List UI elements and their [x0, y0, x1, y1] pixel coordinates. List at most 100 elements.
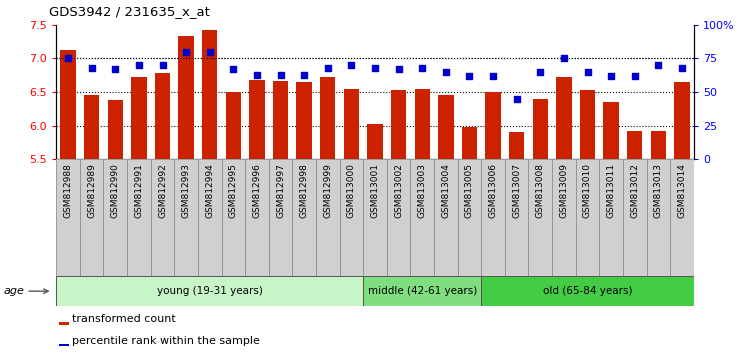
Bar: [292, 159, 316, 276]
Bar: [127, 159, 151, 276]
Bar: [296, 82, 312, 159]
Text: GSM813002: GSM813002: [394, 163, 403, 218]
Text: transformed count: transformed count: [72, 314, 176, 325]
Point: [676, 65, 688, 71]
Point: [581, 69, 593, 75]
Bar: [226, 92, 241, 159]
Bar: [178, 36, 194, 159]
Bar: [151, 159, 174, 276]
Bar: [340, 159, 363, 276]
Bar: [344, 89, 359, 159]
Text: GDS3942 / 231635_x_at: GDS3942 / 231635_x_at: [49, 5, 209, 18]
Text: GSM813003: GSM813003: [418, 163, 427, 218]
Text: GSM813010: GSM813010: [583, 163, 592, 218]
Bar: [131, 77, 146, 159]
Text: GSM813008: GSM813008: [536, 163, 544, 218]
Point: [534, 69, 546, 75]
Bar: [107, 100, 123, 159]
Bar: [529, 159, 552, 276]
Point: [62, 56, 74, 61]
Point: [274, 72, 286, 78]
Bar: [368, 124, 382, 159]
Bar: [249, 80, 265, 159]
Point: [110, 66, 122, 72]
Bar: [604, 102, 619, 159]
Bar: [59, 343, 69, 346]
Bar: [485, 92, 501, 159]
Bar: [104, 159, 127, 276]
Point: [392, 66, 404, 72]
Bar: [56, 276, 363, 306]
Point: [628, 73, 640, 79]
Point: [157, 62, 169, 68]
Bar: [462, 127, 477, 159]
Bar: [434, 159, 457, 276]
Bar: [363, 276, 482, 306]
Text: GSM812991: GSM812991: [134, 163, 143, 218]
Point: [464, 73, 476, 79]
Bar: [599, 159, 623, 276]
Bar: [482, 159, 505, 276]
Point: [133, 62, 145, 68]
Text: GSM812998: GSM812998: [300, 163, 309, 218]
Text: GSM812995: GSM812995: [229, 163, 238, 218]
Point: [369, 65, 381, 71]
Bar: [56, 159, 80, 276]
Text: middle (42-61 years): middle (42-61 years): [368, 286, 477, 296]
Bar: [556, 76, 572, 159]
Text: GSM812997: GSM812997: [276, 163, 285, 218]
Bar: [410, 159, 434, 276]
Text: GSM812994: GSM812994: [206, 163, 214, 218]
Bar: [580, 90, 596, 159]
Bar: [552, 159, 576, 276]
Text: GSM813006: GSM813006: [488, 163, 497, 218]
Bar: [646, 159, 670, 276]
Bar: [505, 159, 529, 276]
Bar: [576, 159, 599, 276]
Text: GSM812989: GSM812989: [87, 163, 96, 218]
Text: GSM813013: GSM813013: [654, 163, 663, 218]
Bar: [320, 76, 335, 159]
Bar: [174, 159, 198, 276]
Point: [558, 56, 570, 61]
Point: [487, 73, 499, 79]
Text: GSM813007: GSM813007: [512, 163, 521, 218]
Text: percentile rank within the sample: percentile rank within the sample: [72, 336, 260, 346]
Bar: [623, 159, 646, 276]
Bar: [316, 159, 340, 276]
Bar: [61, 50, 76, 159]
Text: GSM813001: GSM813001: [370, 163, 380, 218]
Bar: [415, 89, 430, 159]
Text: GSM813009: GSM813009: [560, 163, 568, 218]
Point: [204, 49, 216, 55]
Point: [322, 65, 334, 71]
Bar: [268, 159, 292, 276]
Text: GSM812988: GSM812988: [64, 163, 73, 218]
Bar: [458, 159, 482, 276]
Bar: [80, 159, 104, 276]
Point: [440, 69, 452, 75]
Bar: [221, 159, 245, 276]
Text: GSM813000: GSM813000: [347, 163, 356, 218]
Text: GSM813004: GSM813004: [441, 163, 450, 218]
Bar: [273, 81, 288, 159]
Bar: [59, 322, 69, 325]
Text: age: age: [4, 286, 25, 296]
Bar: [509, 132, 524, 159]
Bar: [84, 95, 99, 159]
Text: GSM813011: GSM813011: [607, 163, 616, 218]
Point: [298, 72, 310, 78]
Point: [86, 65, 98, 71]
Text: GSM812993: GSM812993: [182, 163, 190, 218]
Bar: [532, 99, 548, 159]
Text: GSM812999: GSM812999: [323, 163, 332, 218]
Bar: [387, 159, 410, 276]
Text: young (19-31 years): young (19-31 years): [157, 286, 262, 296]
Bar: [438, 95, 454, 159]
Bar: [391, 90, 406, 159]
Point: [251, 72, 263, 78]
Text: GSM813014: GSM813014: [677, 163, 686, 218]
Bar: [482, 276, 694, 306]
Point: [346, 62, 358, 68]
Bar: [198, 159, 221, 276]
